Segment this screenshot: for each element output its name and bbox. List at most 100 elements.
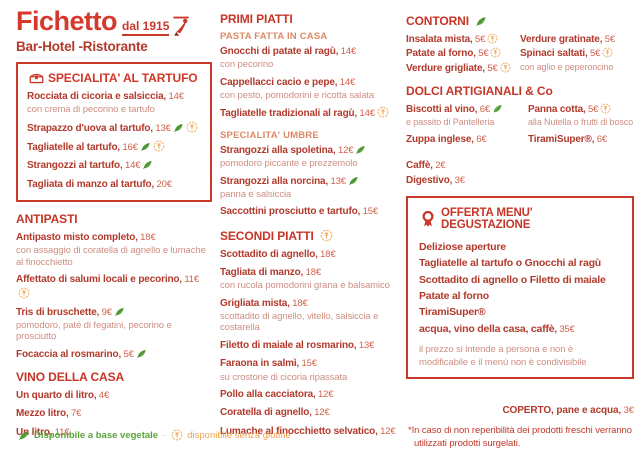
waiter-icon bbox=[170, 15, 192, 42]
item-name: Verdure grigliate bbox=[406, 62, 483, 74]
middle-column: PRIMI PIATTI PASTA FATTA IN CASA Gnocchi… bbox=[220, 12, 408, 443]
item-price: 16€ bbox=[117, 142, 138, 153]
item-name: Tagliata di manzo al tartufo bbox=[27, 178, 152, 190]
section-vino-della-casa: VINO DELLA CASA Un quarto di litro4€ Mez… bbox=[16, 370, 212, 439]
dietary-legend: Disponibile a base vegetale · disponibil… bbox=[16, 429, 291, 441]
item-description: con pecorino bbox=[220, 59, 274, 71]
item-price: 3€ bbox=[450, 175, 465, 186]
section-secondi-piatti: SECONDI PIATTI Scottadito di agnello18€ bbox=[220, 229, 408, 438]
item-price: 15€ bbox=[358, 206, 379, 217]
item-name: Zuppa inglese bbox=[406, 134, 472, 146]
legend-gluten-label: disponibile senza glutine bbox=[187, 429, 291, 441]
dolci-extra-items: Caffè2€ Digestivo3€ bbox=[406, 159, 634, 188]
leaf-icon bbox=[114, 306, 125, 317]
item-name: Digestivo bbox=[406, 174, 450, 186]
item-name: Insalata mista bbox=[406, 34, 471, 45]
item-description: panna e salsiccia bbox=[220, 188, 292, 200]
offerta-line: TiramiSuper® bbox=[419, 306, 486, 319]
menu-item: Gnocchi di patate al ragù14€ con pecorin… bbox=[220, 45, 408, 71]
menu-item: Un litro11€ bbox=[16, 426, 212, 439]
menu-item: Caffè2€ bbox=[406, 159, 634, 172]
item-price: 6€ bbox=[592, 134, 607, 145]
item-price: 14€ bbox=[120, 160, 141, 171]
menu-item: Tagliatelle tradizionali al ragù14€ bbox=[220, 106, 408, 120]
item-price: 11€ bbox=[179, 274, 199, 285]
item-price: 11€ bbox=[50, 427, 70, 438]
section-title-primi: PRIMI PIATTI bbox=[220, 12, 293, 26]
rosette-award-icon bbox=[421, 210, 435, 228]
antipasti-items: Antipasto misto completo18€ con assaggio… bbox=[16, 231, 212, 361]
item-price: 12€ bbox=[313, 389, 334, 400]
legend-separator: · bbox=[162, 429, 166, 441]
item-description: con pesto, pomodorini e ricotta salata bbox=[220, 90, 375, 102]
item-name: Rocciata di cicoria e salsiccia bbox=[27, 91, 164, 102]
gluten-free-icon bbox=[487, 33, 498, 44]
menu-item: Scottadito di agnello18€ bbox=[220, 248, 408, 261]
section-title-text: SECONDI PIATTI bbox=[220, 228, 314, 243]
menu-item: Mezzo litro7€ bbox=[16, 407, 212, 420]
item-price: 14€ bbox=[335, 77, 356, 88]
leaf-icon bbox=[140, 141, 151, 152]
menu-item: Lumache al finocchietto selvatico12€ bbox=[220, 425, 408, 438]
item-price: 6€ bbox=[475, 104, 490, 115]
menu-item: Digestivo3€ bbox=[406, 174, 634, 187]
item-price: 15€ bbox=[297, 358, 318, 369]
restaurant-name: Fichetto bbox=[16, 6, 118, 36]
offerta-line: Tagliatelle al tartufo o Gnocchi al ragù bbox=[419, 257, 602, 270]
leaf-icon bbox=[492, 103, 503, 114]
item-name: Tagliata di manzo bbox=[220, 266, 301, 278]
dolci-items-left: Biscotti al vino6€ e passito di Pantelle… bbox=[406, 103, 514, 151]
section-contorni: CONTORNI Insalata mista5€ Patate al forn… bbox=[406, 14, 634, 76]
gluten-free-icon bbox=[153, 140, 165, 152]
menu-item: Saccottini prosciutto e tartufo15€ bbox=[220, 205, 408, 218]
item-price: 12€ bbox=[309, 407, 330, 418]
subsection-specialita-umbre: SPECIALITA' UMBRE Strangozzi alla spolet… bbox=[220, 130, 408, 219]
section-primi-piatti: PRIMI PIATTI PASTA FATTA IN CASA Gnocchi… bbox=[220, 12, 408, 219]
item-price: 18€ bbox=[315, 249, 336, 260]
item-description: pomodoro, paté di fegatini, pecorino e p… bbox=[16, 319, 172, 343]
section-offerta-degustazione: OFFERTA MENU' DEGUSTAZIONE Deliziose ape… bbox=[406, 196, 634, 379]
item-price: 6€ bbox=[471, 134, 486, 145]
item-name: Filetto di maiale al rosmarino bbox=[220, 339, 354, 351]
item-description: alla Nutella o frutti di bosco bbox=[528, 117, 634, 128]
item-price: 14€ bbox=[164, 91, 185, 102]
item-price: 18€ bbox=[287, 298, 308, 309]
leaf-icon bbox=[173, 122, 184, 133]
item-name: Strapazzo d'uova al tartufo bbox=[27, 122, 151, 134]
menu-item: Filetto di maiale al rosmarino13€ bbox=[220, 339, 408, 352]
primi-casa-items: Gnocchi di patate al ragù14€ con pecorin… bbox=[220, 45, 408, 121]
item-name: Biscotti al vino bbox=[406, 104, 475, 116]
section-title-dolci: DOLCI ARTIGIANALI & Co bbox=[406, 84, 553, 99]
item-name: Affettato di salumi locali e pecorino bbox=[16, 274, 180, 286]
menu-item: Faraona in salmì15€ su crostone di cicor… bbox=[220, 357, 408, 383]
coperto-line: COPERTO, pane e acqua3€ bbox=[406, 405, 634, 416]
item-price: 20€ bbox=[152, 179, 173, 190]
menu-item: Strangozzi alla norcina13€ panna e salsi… bbox=[220, 175, 408, 201]
item-description: e passito di Pantelleria bbox=[406, 117, 495, 128]
section-antipasti: ANTIPASTI Antipasto misto completo18€ co… bbox=[16, 212, 212, 361]
item-name: Strangozzi alla norcina bbox=[220, 175, 326, 187]
menu-item: Pollo alla cacciatora12€ bbox=[220, 388, 408, 401]
item-price: 5€ bbox=[583, 104, 598, 115]
item-price: 18€ bbox=[135, 232, 156, 243]
coperto-label: COPERTO, pane e acqua bbox=[502, 404, 619, 416]
item-price: 5€ bbox=[600, 34, 615, 45]
menu-item: Strapazzo d'uova al tartufo13€ bbox=[27, 121, 201, 135]
item-price: 5€ bbox=[473, 48, 488, 59]
item-price: 5€ bbox=[482, 63, 497, 74]
item-name: Caffè bbox=[406, 159, 431, 171]
item-price: 12€ bbox=[333, 145, 354, 156]
section-title-secondi: SECONDI PIATTI bbox=[220, 229, 408, 243]
item-price: 12€ bbox=[375, 426, 396, 437]
offerta-line: Patate al forno bbox=[419, 290, 489, 302]
restaurant-subtitle: Bar-Hotel -Ristorante bbox=[16, 39, 148, 54]
section-title-vino: VINO DELLA CASA bbox=[16, 370, 125, 385]
item-name: Tagliatelle tradizionali al ragù bbox=[220, 108, 355, 120]
item-name: Coratella di agnello bbox=[220, 407, 310, 419]
leaf-icon bbox=[136, 348, 147, 359]
leaf-icon bbox=[475, 15, 487, 27]
section-specialita-tartufo: SPECIALITA' AL TARTUFO Rocciata di cicor… bbox=[16, 62, 212, 203]
item-name: Cappellacci cacio e pepe bbox=[220, 76, 335, 88]
section-title-text: SPECIALITA' AL TARTUFO bbox=[48, 71, 198, 85]
item-name: acqua, vino della casa, caffè bbox=[419, 322, 555, 335]
